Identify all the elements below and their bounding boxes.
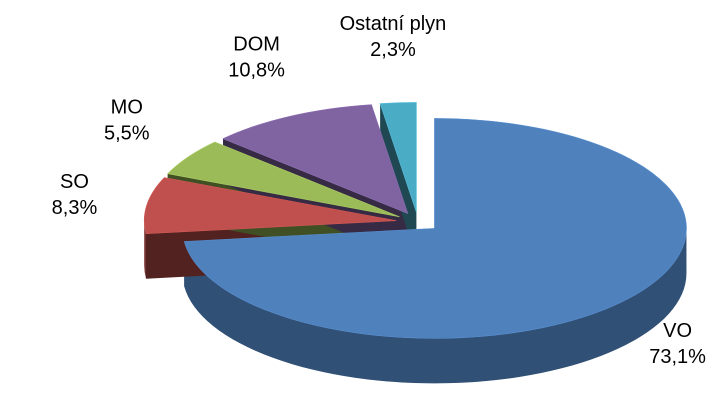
slice-side	[144, 220, 147, 279]
value-label: 8,3%	[52, 197, 98, 219]
slice	[167, 141, 400, 218]
category-label: DOM	[233, 34, 280, 56]
category-label: Ostatní plyn	[340, 13, 447, 35]
value-label: 5,5%	[104, 123, 150, 145]
category-label: MO	[111, 97, 143, 119]
value-label: 2,3%	[370, 39, 416, 61]
slice-cut-wall	[380, 103, 417, 258]
category-label: VO	[663, 320, 692, 342]
labels: VO 73,1% SO 8,3% MO 5,5% DOM 10,8% Ostatní plyn 2…	[52, 13, 706, 368]
value-label: 73,1%	[649, 346, 706, 368]
category-label: SO	[60, 171, 89, 193]
slice-tops	[143, 102, 687, 339]
slice	[143, 177, 397, 235]
slice	[183, 118, 687, 339]
slice	[379, 102, 417, 213]
slice	[222, 104, 409, 215]
slice-side	[184, 228, 687, 384]
value-label: 10,8%	[228, 60, 285, 82]
